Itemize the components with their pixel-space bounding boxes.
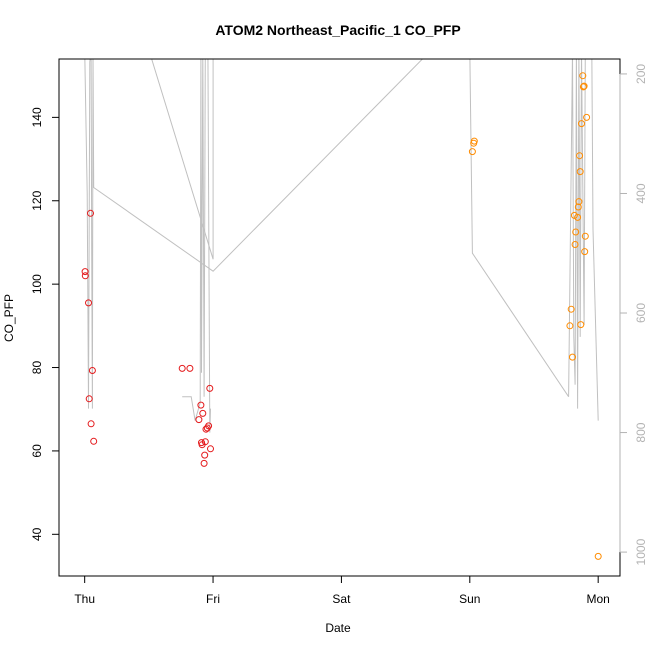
pressure-trace (84, 59, 599, 433)
x-tick-label-2: Sat (332, 592, 351, 606)
data-point-s1-8 (572, 228, 580, 236)
y-right-tick-label-2: 600 (634, 303, 648, 323)
y-tick-label-1: 60 (30, 444, 44, 458)
data-point-s1-19 (581, 248, 589, 256)
data-point-s0-4 (87, 209, 94, 217)
data-point-s1-2 (470, 137, 478, 145)
data-point-s1-3 (566, 322, 574, 330)
data-point-s0-5 (87, 420, 95, 428)
data-point-s0-16 (201, 451, 209, 459)
data-point-s0-6 (88, 367, 96, 374)
x-tick-label-4: Mon (587, 592, 610, 606)
data-point-s1-4 (567, 305, 575, 313)
data-point-s0-10 (195, 416, 203, 424)
data-point-s1-13 (576, 168, 584, 176)
data-point-s0-3 (85, 395, 93, 403)
data-point-s1-17 (579, 83, 587, 91)
data-point-s1-12 (576, 152, 584, 160)
y-tick-label-2: 80 (30, 361, 44, 375)
y-tick-label-0: 40 (30, 527, 44, 541)
x-tick-label-0: Thu (74, 592, 95, 606)
data-point-s1-20 (581, 232, 589, 240)
y-axis: 40 60 80 100 120 140 (30, 107, 60, 541)
pressure-trace-segment-4 (568, 59, 599, 421)
data-point-s0-21 (206, 384, 214, 392)
y-right-tick-label-1: 400 (634, 183, 648, 203)
data-point-s0-8 (178, 364, 186, 372)
y-right-tick-label-3: 800 (634, 422, 648, 442)
pressure-trace-segment-2 (182, 59, 211, 433)
chart-title: ATOM2 Northeast_Pacific_1 CO_PFP (215, 22, 460, 38)
data-point-s0-7 (90, 437, 98, 445)
data-point-s1-9 (574, 213, 582, 221)
x-tick-label-1: Fri (206, 592, 220, 606)
data-point-s0-22 (207, 445, 214, 453)
data-points (81, 72, 602, 560)
data-point-s1-22 (594, 552, 602, 560)
data-point-s0-20 (205, 422, 213, 430)
data-point-s1-18 (580, 82, 588, 90)
pressure-trace-segment-0 (84, 59, 424, 409)
y-tick-label-3: 100 (30, 274, 44, 294)
data-point-s0-1 (81, 272, 89, 280)
y-axis-label: CO_PFP (2, 294, 16, 342)
plot-frame (58, 58, 621, 577)
data-point-s0-17 (201, 438, 209, 446)
x-tick-label-3: Sun (459, 592, 480, 606)
data-point-s0-14 (199, 409, 207, 417)
data-point-s1-21 (583, 113, 591, 121)
data-point-s0-0 (81, 268, 89, 276)
data-point-s1-11 (575, 198, 583, 206)
data-point-s0-15 (200, 459, 208, 467)
x-axis: Thu Fri Sat Sun Mon (74, 575, 610, 606)
data-point-s1-7 (571, 241, 579, 248)
data-point-s0-9 (186, 364, 194, 372)
data-point-s0-2 (85, 299, 92, 307)
data-point-s1-10 (574, 203, 582, 211)
y-axis-right: 200 400 600 800 1000 (619, 64, 648, 565)
y-tick-label-4: 120 (30, 190, 44, 210)
pressure-trace-segment-3 (469, 59, 570, 397)
data-point-s1-16 (579, 72, 587, 80)
data-point-s1-14 (577, 321, 585, 329)
y-right-tick-label-4: 1000 (634, 538, 648, 565)
x-axis-label: Date (325, 621, 351, 635)
pressure-trace-segment-1 (151, 59, 214, 260)
data-point-s1-0 (468, 148, 476, 156)
y-right-tick-label-0: 200 (634, 64, 648, 84)
data-point-s1-15 (578, 120, 585, 128)
data-point-s1-5 (569, 353, 576, 361)
y-tick-label-5: 140 (30, 107, 44, 127)
data-point-s0-11 (197, 401, 205, 409)
